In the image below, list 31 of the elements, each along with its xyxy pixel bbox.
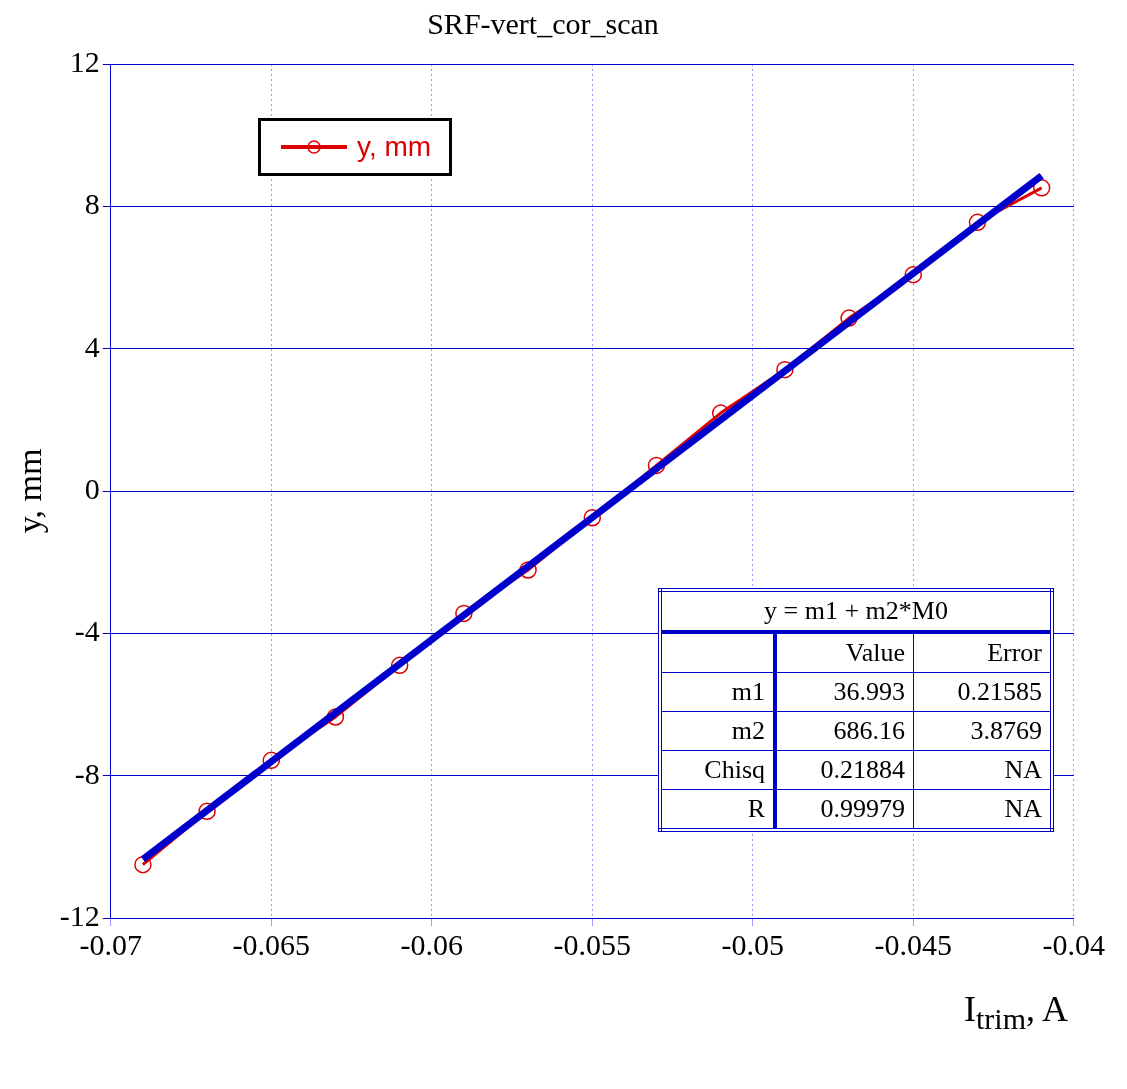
annotation: m1 bbox=[660, 672, 775, 712]
legend-label: y, mm bbox=[357, 131, 432, 163]
annotation: 0.21585 bbox=[913, 672, 1052, 712]
y-tick-label: -4 bbox=[74, 614, 100, 648]
y-tick-label: 8 bbox=[84, 187, 100, 221]
x-tick-label: -0.04 bbox=[1042, 927, 1105, 961]
annotation: 3.8769 bbox=[913, 711, 1052, 751]
annotation: 0.99979 bbox=[775, 789, 914, 830]
annotation: Value bbox=[775, 632, 914, 673]
annotation: 36.993 bbox=[775, 672, 914, 712]
x-tick-label: -0.055 bbox=[553, 927, 632, 961]
x-tick-label: -0.045 bbox=[874, 927, 953, 961]
annotation: y = m1 + m2*M0 bbox=[660, 590, 1052, 632]
annotation: NA bbox=[913, 789, 1052, 830]
y-tick-label: 0 bbox=[84, 471, 100, 505]
annotation: NA bbox=[913, 750, 1052, 790]
y-axis-title: y, mm bbox=[11, 448, 49, 534]
y-tick-label: -8 bbox=[74, 756, 100, 790]
chart-title: SRF-vert_cor_scan bbox=[427, 6, 659, 40]
annotation: 686.16 bbox=[775, 711, 914, 751]
x-axis-title: I$_{trim}$, A bbox=[963, 988, 1068, 1037]
x-tick-label: -0.065 bbox=[232, 927, 311, 961]
annotation: Error bbox=[913, 632, 1052, 673]
y-tick-label: 12 bbox=[69, 44, 100, 78]
annotation: R bbox=[660, 789, 775, 830]
annotation: 0.21884 bbox=[775, 750, 914, 790]
x-tick-label: -0.05 bbox=[721, 927, 785, 961]
x-tick-label: -0.06 bbox=[400, 927, 464, 961]
y-tick-label: 4 bbox=[84, 329, 100, 363]
annotation: m2 bbox=[660, 711, 775, 751]
annotation: Chisq bbox=[660, 750, 775, 790]
